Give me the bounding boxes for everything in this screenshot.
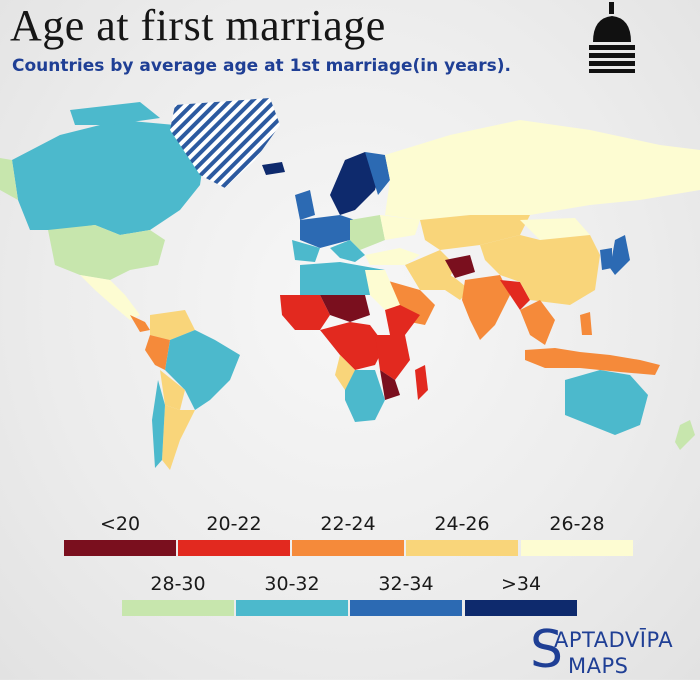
legend-swatch [521,540,633,556]
region-uk [295,190,315,220]
region-horn-africa [385,305,420,335]
legend-swatch [64,540,176,556]
legend-label: 22-24 [320,513,376,535]
region-madagascar [415,365,428,400]
legend-swatch [236,600,348,616]
region-iceland [262,162,285,175]
region-australia [565,370,648,435]
brand-name-line2: MAPS [568,654,629,678]
legend-swatch [122,600,234,616]
legend-swatch [406,540,518,556]
legend-row-2: 28-30 30-32 32-34 >34 [0,572,700,632]
region-scandinavia [330,152,382,215]
map-title: Age at first marriage [10,1,386,50]
legend-item: 20-22 [178,512,290,556]
legend-item: 32-34 [350,572,462,616]
region-eastern-europe [350,215,385,250]
brand-initial: S [530,620,564,680]
legend-swatch [350,600,462,616]
region-sahel [320,295,370,322]
legend-label: 32-34 [378,573,434,595]
region-finland [365,152,390,195]
region-arctic-islands [70,102,160,125]
region-central-america [130,315,150,332]
region-argentina [162,405,195,470]
region-mongolia [520,218,590,240]
region-colombia-venezuela [150,310,195,340]
legend-label: 24-26 [434,513,490,535]
legend-item: >34 [465,572,577,616]
legend-item: 22-24 [292,512,404,556]
region-western-europe [300,215,355,248]
region-arabia [385,280,435,325]
region-korea [600,248,612,270]
region-bangladesh-myanmar [500,280,530,310]
legend-label: >34 [500,573,542,595]
legend-label: 30-32 [264,573,320,595]
legend-label: <20 [99,513,141,535]
region-mexico [80,275,140,320]
region-turkey [365,248,420,265]
legend-swatch [292,540,404,556]
legend-item: 24-26 [406,512,518,556]
region-iberia [292,240,320,262]
region-peru [145,335,170,370]
region-chile [152,380,165,468]
region-brazil [165,330,240,410]
region-new-zealand [675,420,695,450]
region-philippines [580,312,592,335]
legend-row-1: <20 20-22 22-24 24-26 26-28 [0,512,700,572]
region-greenland [170,98,280,188]
region-canada [12,120,205,235]
legend-item: 30-32 [236,572,348,616]
bell-dome-icon [589,2,635,73]
brand-name-line1: APTADVĪPA [554,628,674,652]
region-egypt-sudan [365,270,400,310]
region-mozambique [380,370,400,400]
legend-swatch [465,600,577,616]
region-russia [385,120,700,220]
region-central-africa [320,322,385,370]
region-pakistan [440,270,470,300]
region-indochina [520,300,555,345]
legend-label: 28-30 [150,573,206,595]
region-india [462,275,510,340]
region-japan [610,235,630,275]
map-subtitle: Countries by average age at 1st marriage… [12,56,511,76]
region-east-africa [375,335,410,380]
region-china [480,235,600,305]
region-italy-balkans [330,240,365,262]
region-west-africa [280,295,330,330]
legend-item: <20 [64,512,176,556]
legend-item: 28-30 [122,572,234,616]
region-central-asia [420,215,530,250]
region-north-africa [300,262,385,295]
region-alaska [0,158,18,200]
legend-label: 20-22 [206,513,262,535]
brand-logo: S APTADVĪPA MAPS [530,620,700,680]
region-indonesia [525,348,660,375]
legend-swatch [178,540,290,556]
legend-label: 26-28 [549,513,605,535]
world-map [0,98,700,470]
region-bolivia-paraguay [160,370,185,410]
region-namibia-angola [335,355,355,390]
region-afghanistan [445,255,475,278]
region-southern-africa [345,370,385,422]
region-ukraine [380,215,420,240]
region-usa [48,225,165,280]
legend-item: 26-28 [521,512,633,556]
